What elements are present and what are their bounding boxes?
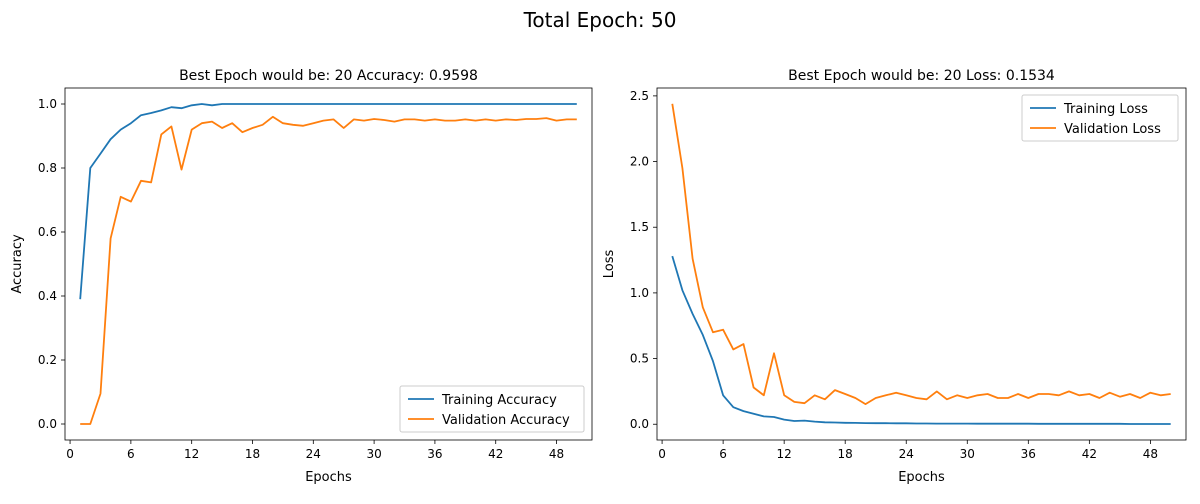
subplot-title: Best Epoch would be: 20 Accuracy: 0.9598 (179, 68, 478, 84)
x-tick-label: 6 (127, 447, 135, 461)
y-tick-label: 0.5 (630, 352, 649, 366)
subplot-title: Best Epoch would be: 20 Loss: 0.1534 (788, 68, 1055, 84)
x-tick-label: 0 (66, 447, 74, 461)
x-tick-label: 42 (488, 447, 503, 461)
x-tick-label: 18 (838, 447, 853, 461)
legend-label: Training Loss (1063, 102, 1148, 117)
y-tick-label: 0.6 (38, 225, 57, 239)
series-line-training-loss (671, 255, 1171, 425)
x-tick-label: 24 (306, 447, 321, 461)
figure-title: Total Epoch: 50 (523, 8, 677, 32)
series-line-validation-accuracy (80, 115, 577, 425)
x-tick-label: 42 (1082, 447, 1097, 461)
x-tick-label: 6 (719, 447, 727, 461)
x-tick-label: 18 (245, 447, 260, 461)
y-tick-label: 0.0 (38, 417, 57, 431)
legend-box (1021, 94, 1179, 142)
plot-frame (64, 87, 593, 441)
x-tick-label: 30 (366, 447, 381, 461)
y-tick-label: 1.0 (630, 286, 649, 300)
x-tick-label: 36 (1021, 447, 1036, 461)
y-axis-label: Accuracy (10, 234, 25, 294)
legend: Training Loss Validation Loss (1021, 94, 1179, 142)
x-tick-label: 30 (960, 447, 975, 461)
legend-label: Validation Loss (1064, 122, 1161, 137)
plot-frame (656, 87, 1187, 441)
x-tick-label: 48 (549, 447, 564, 461)
y-axis-label: Loss (602, 250, 617, 279)
legend-label: Validation Accuracy (442, 413, 570, 428)
series-line-validation-loss (671, 103, 1171, 406)
y-tick-label: 2.5 (630, 89, 649, 103)
series-line-training-accuracy (79, 103, 577, 300)
x-axis-label: Epochs (898, 470, 945, 485)
x-tick-label: 36 (427, 447, 442, 461)
x-tick-label: 48 (1143, 447, 1158, 461)
x-tick-label: 12 (184, 447, 199, 461)
legend-box (399, 385, 585, 433)
x-tick-label: 12 (777, 447, 792, 461)
x-tick-label: 24 (899, 447, 914, 461)
y-tick-label: 0.0 (630, 417, 649, 431)
subplot-1: Best Epoch would be: 20 Accuracy: 0.9598… (10, 68, 593, 485)
y-tick-label: 1.5 (630, 220, 649, 234)
y-tick-label: 0.8 (38, 161, 57, 175)
y-tick-label: 1.0 (38, 97, 57, 111)
y-tick-label: 0.4 (38, 289, 57, 303)
subplot-2: Best Epoch would be: 20 Loss: 0.1534 0 6 12… (602, 68, 1187, 485)
x-tick-label: 0 (658, 447, 666, 461)
y-tick-label: 0.2 (38, 353, 57, 367)
x-axis-label: Epochs (305, 470, 352, 485)
legend: Training Accuracy Validation Accuracy (399, 385, 585, 433)
y-tick-label: 2.0 (630, 155, 649, 169)
legend-label: Training Accuracy (441, 393, 557, 408)
